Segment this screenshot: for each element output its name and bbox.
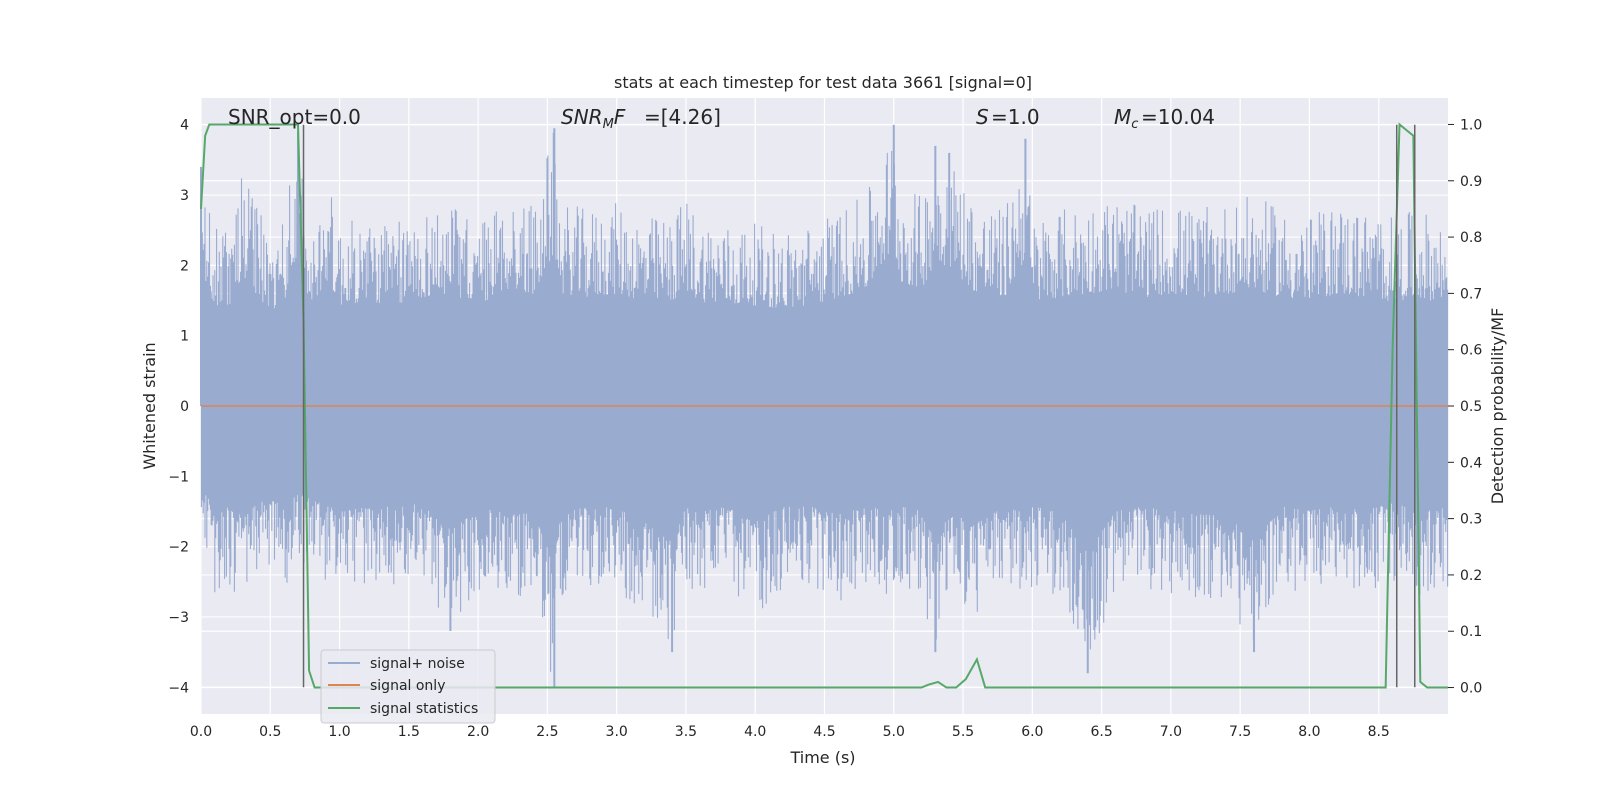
y-right-tick-label: 0.6 — [1460, 343, 1482, 359]
y-left-tick-label: −3 — [168, 610, 189, 626]
y-left-tick-label: 3 — [180, 188, 189, 204]
y-right-tick-label: 0.7 — [1460, 286, 1482, 302]
legend-label-signal-only: signal only — [370, 678, 445, 694]
signal-statistics-series — [200, 122, 1448, 689]
x-tick-label: 1.5 — [398, 724, 420, 740]
noise-layer — [200, 124, 1449, 688]
legend-label-noise: signal+ noise — [370, 656, 465, 672]
x-tick-label: 3.5 — [675, 724, 697, 740]
x-tick-labels: 0.0 0.5 1.0 1.5 2.0 2.5 3.0 3.5 4.0 4.5 5.0 5.5 6.0 6… — [190, 724, 1390, 740]
svg-text:SNRMF: SNRMF — [561, 105, 626, 132]
legend-label-statistics: signal statistics — [370, 701, 478, 717]
x-tick-label: 8.5 — [1368, 724, 1390, 740]
x-tick-label: 5.0 — [883, 724, 905, 740]
x-tick-label: 7.5 — [1229, 724, 1251, 740]
y-right-tick-labels: 0.0 0.1 0.2 0.3 0.4 0.5 0.6 0.7 0.8 0.9 1.0 — [1448, 117, 1482, 697]
legend-box — [320, 649, 496, 724]
x-tick-label: 0.0 — [190, 724, 212, 740]
x-tick-label: 7.0 — [1160, 724, 1182, 740]
x-tick-label: 4.0 — [744, 724, 766, 740]
y-left-tick-labels: −4 −3 −2 −1 0 1 2 3 4 — [168, 118, 189, 697]
x-tick-label: 1.0 — [328, 724, 350, 740]
x-tick-label: 5.5 — [952, 724, 974, 740]
annotation-snr-opt: SNR_opt=0.0 — [228, 105, 361, 129]
y-right-tick-label: 0.0 — [1460, 681, 1482, 697]
y-right-axis-label: Detection probability/MF — [1488, 308, 1507, 505]
x-tick-label: 0.5 — [259, 724, 281, 740]
y-right-tick-label: 0.3 — [1460, 512, 1482, 528]
x-tick-label: 8.0 — [1298, 724, 1320, 740]
y-left-tick-label: −1 — [168, 469, 189, 485]
x-tick-label: 6.0 — [1021, 724, 1043, 740]
y-left-tick-label: 4 — [180, 118, 189, 134]
stats-layer — [200, 122, 1448, 689]
y-left-axis-label: Whitened strain — [140, 342, 159, 469]
y-left-tick-label: 0 — [180, 399, 189, 415]
y-right-tick-label: 0.2 — [1460, 568, 1482, 584]
vline-layer — [302, 124, 1416, 688]
y-left-tick-label: −2 — [168, 540, 189, 556]
y-right-tick-label: 0.9 — [1460, 174, 1482, 190]
annotation-s-stat: S =1.0 — [976, 105, 1040, 129]
x-tick-label: 2.5 — [536, 724, 558, 740]
y-right-tick-label: 0.5 — [1460, 399, 1482, 415]
y-left-tick-label: 1 — [180, 329, 189, 345]
x-axis-label: Time (s) — [789, 748, 855, 767]
x-tick-label: 4.5 — [813, 724, 835, 740]
svg-text:Mc: Mc — [1114, 105, 1138, 132]
y-right-tick-label: 1.0 — [1460, 117, 1482, 133]
svg-text:=1.0: =1.0 — [991, 105, 1040, 129]
y-left-tick-label: 2 — [180, 258, 189, 274]
svg-text:=10.04: =10.04 — [1141, 105, 1215, 129]
y-right-tick-label: 0.1 — [1460, 624, 1482, 640]
x-tick-label: 3.0 — [606, 724, 628, 740]
y-left-tick-label: −4 — [168, 680, 189, 696]
chart-title: stats at each timestep for test data 366… — [614, 73, 1032, 92]
svg-text:=[4.26]: =[4.26] — [644, 105, 721, 129]
x-tick-label: 2.0 — [467, 724, 489, 740]
y-right-tick-label: 0.4 — [1460, 455, 1482, 471]
annotation-mc: Mc =10.04 — [1114, 105, 1215, 132]
svg-text:S: S — [976, 105, 989, 129]
annotation-snr-mf: SNRMF =[4.26] — [561, 105, 721, 132]
y-right-tick-label: 0.8 — [1460, 230, 1482, 246]
x-tick-label: 6.5 — [1090, 724, 1112, 740]
legend: signal+ noise signal only signal statist… — [320, 649, 496, 724]
